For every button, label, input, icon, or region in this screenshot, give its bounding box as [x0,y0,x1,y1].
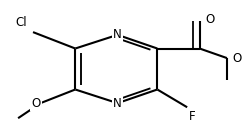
Text: Cl: Cl [15,16,27,29]
Text: N: N [113,97,122,110]
Text: O: O [232,52,242,65]
Text: N: N [113,28,122,41]
Text: O: O [31,97,40,110]
Text: F: F [188,110,195,123]
Text: O: O [205,13,214,26]
